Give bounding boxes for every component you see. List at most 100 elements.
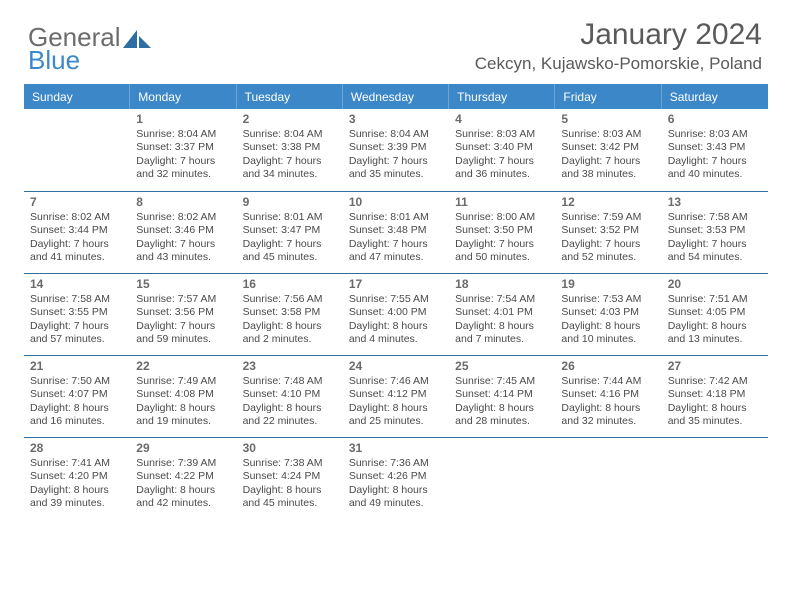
day-number: 12 (561, 195, 655, 209)
day-number: 29 (136, 441, 230, 455)
day-cell: 19Sunrise: 7:53 AMSunset: 4:03 PMDayligh… (555, 274, 661, 355)
day-cell: 12 Sunrise: 7:59 AMSunset: 3:52 PMDayligh… (555, 192, 661, 273)
day-info: Sunrise: 8:03 AMSunset: 3:43 PMDaylight:… (668, 128, 762, 182)
week-row: 14 Sunrise: 7:58 AMSunset: 3:55 PMDayligh… (24, 273, 768, 355)
day-info: Sunrise: 7:41 AMSunset: 4:20 PMDaylight:… (30, 457, 124, 511)
day-info: Sunrise: 8:01 AMSunset: 3:48 PMDaylight:… (349, 211, 443, 265)
day-number: 25 (455, 359, 549, 373)
day-cell: 29 Sunrise: 7:39 AMSunset: 4:22 PMDayligh… (130, 438, 236, 519)
day-cell: 5 Sunrise: 8:03 AMSunset: 3:42 PMDaylight… (555, 109, 661, 191)
weekday-header-row: SundayMondayTuesdayWednesdayThursdayFrid… (24, 84, 768, 109)
weekday-header: Thursday (449, 84, 555, 109)
day-number: 13 (668, 195, 762, 209)
day-number: 11 (455, 195, 549, 209)
day-number: 3 (349, 112, 443, 126)
day-info: Sunrise: 7:39 AMSunset: 4:22 PMDaylight:… (136, 457, 230, 511)
day-info: Sunrise: 8:02 AMSunset: 3:46 PMDaylight:… (136, 211, 230, 265)
day-cell: 24 Sunrise: 7:46 AMSunset: 4:12 PMDayligh… (343, 356, 449, 437)
day-number: 16 (243, 277, 337, 291)
day-cell: 17 Sunrise: 7:55 AMSunset: 4:00 PMDayligh… (343, 274, 449, 355)
day-info: Sunrise: 8:04 AMSunset: 3:39 PMDaylight:… (349, 128, 443, 182)
day-number: 9 (243, 195, 337, 209)
day-info: Sunrise: 7:56 AMSunset: 3:58 PMDaylight:… (243, 293, 337, 347)
day-info: Sunrise: 8:04 AMSunset: 3:37 PMDaylight:… (136, 128, 230, 182)
day-cell: 11 Sunrise: 8:00 AMSunset: 3:50 PMDayligh… (449, 192, 555, 273)
day-info: Sunrise: 8:04 AMSunset: 3:38 PMDaylight:… (243, 128, 337, 182)
brand-sail-icon (123, 30, 151, 50)
day-info: Sunrise: 7:51 AMSunset: 4:05 PMDaylight:… (668, 293, 762, 347)
brand-logo: General Blue (28, 24, 151, 75)
day-info: Sunrise: 7:58 AMSunset: 3:55 PMDaylight:… (30, 293, 124, 347)
day-cell: 10Sunrise: 8:01 AMSunset: 3:48 PMDayligh… (343, 192, 449, 273)
day-info: Sunrise: 7:45 AMSunset: 4:14 PMDaylight:… (455, 375, 549, 429)
day-cell: 18 Sunrise: 7:54 AMSunset: 4:01 PMDayligh… (449, 274, 555, 355)
day-info: Sunrise: 8:03 AMSunset: 3:42 PMDaylight:… (561, 128, 655, 182)
day-info: Sunrise: 8:00 AMSunset: 3:50 PMDaylight:… (455, 211, 549, 265)
day-number: 28 (30, 441, 124, 455)
day-number: 31 (349, 441, 443, 455)
day-cell: 14 Sunrise: 7:58 AMSunset: 3:55 PMDayligh… (24, 274, 130, 355)
day-info: Sunrise: 7:53 AMSunset: 4:03 PMDaylight:… (561, 293, 655, 347)
day-cell: 20 Sunrise: 7:51 AMSunset: 4:05 PMDayligh… (662, 274, 768, 355)
day-info: Sunrise: 7:48 AMSunset: 4:10 PMDaylight:… (243, 375, 337, 429)
day-cell: 6 Sunrise: 8:03 AMSunset: 3:43 PMDaylight… (662, 109, 768, 191)
day-number: 14 (30, 277, 124, 291)
day-cell: 28 Sunrise: 7:41 AMSunset: 4:20 PMDayligh… (24, 438, 130, 519)
day-cell: 26 Sunrise: 7:44 AMSunset: 4:16 PMDayligh… (555, 356, 661, 437)
day-number: 18 (455, 277, 549, 291)
day-cell: 30 Sunrise: 7:38 AMSunset: 4:24 PMDayligh… (237, 438, 343, 519)
day-number: 20 (668, 277, 762, 291)
day-number: 5 (561, 112, 655, 126)
brand-logo-text: General Blue (28, 24, 121, 75)
day-info: Sunrise: 7:58 AMSunset: 3:53 PMDaylight:… (668, 211, 762, 265)
day-cell: 4Sunrise: 8:03 AMSunset: 3:40 PMDaylight… (449, 109, 555, 191)
day-number: 26 (561, 359, 655, 373)
day-info: Sunrise: 7:55 AMSunset: 4:00 PMDaylight:… (349, 293, 443, 347)
day-cell: 8 Sunrise: 8:02 AMSunset: 3:46 PMDaylight… (130, 192, 236, 273)
day-info: Sunrise: 8:01 AMSunset: 3:47 PMDaylight:… (243, 211, 337, 265)
day-number: 22 (136, 359, 230, 373)
weekday-header: Wednesday (343, 84, 449, 109)
day-number: 27 (668, 359, 762, 373)
day-info: Sunrise: 7:46 AMSunset: 4:12 PMDaylight:… (349, 375, 443, 429)
day-info: Sunrise: 7:49 AMSunset: 4:08 PMDaylight:… (136, 375, 230, 429)
weekday-header: Saturday (662, 84, 768, 109)
day-cell: 16 Sunrise: 7:56 AMSunset: 3:58 PMDayligh… (237, 274, 343, 355)
calendar-page: General Blue January 2024 Cekcyn, Kujaws… (0, 0, 792, 612)
day-number: 8 (136, 195, 230, 209)
day-number: 7 (30, 195, 124, 209)
day-cell: 7 Sunrise: 8:02 AMSunset: 3:44 PMDaylight… (24, 192, 130, 273)
day-info: Sunrise: 8:02 AMSunset: 3:44 PMDaylight:… (30, 211, 124, 265)
day-info: Sunrise: 8:03 AMSunset: 3:40 PMDaylight:… (455, 128, 549, 182)
day-number: 15 (136, 277, 230, 291)
day-cell: 31Sunrise: 7:36 AMSunset: 4:26 PMDayligh… (343, 438, 449, 519)
day-info: Sunrise: 7:54 AMSunset: 4:01 PMDaylight:… (455, 293, 549, 347)
day-info: Sunrise: 7:38 AMSunset: 4:24 PMDaylight:… (243, 457, 337, 511)
calendar-grid: SundayMondayTuesdayWednesdayThursdayFrid… (24, 84, 768, 519)
day-cell: 15 Sunrise: 7:57 AMSunset: 3:56 PMDayligh… (130, 274, 236, 355)
day-cell (555, 438, 661, 519)
day-cell: 1Sunrise: 8:04 AMSunset: 3:37 PMDaylight… (130, 109, 236, 191)
day-cell: 13 Sunrise: 7:58 AMSunset: 3:53 PMDayligh… (662, 192, 768, 273)
day-number: 30 (243, 441, 337, 455)
day-info: Sunrise: 7:59 AMSunset: 3:52 PMDaylight:… (561, 211, 655, 265)
day-info: Sunrise: 7:50 AMSunset: 4:07 PMDaylight:… (30, 375, 124, 429)
day-info: Sunrise: 7:57 AMSunset: 3:56 PMDaylight:… (136, 293, 230, 347)
day-number: 21 (30, 359, 124, 373)
weekday-header: Monday (130, 84, 236, 109)
week-row: 7 Sunrise: 8:02 AMSunset: 3:44 PMDaylight… (24, 191, 768, 273)
day-cell (24, 109, 130, 191)
day-cell: 23Sunrise: 7:48 AMSunset: 4:10 PMDayligh… (237, 356, 343, 437)
week-row: 21 Sunrise: 7:50 AMSunset: 4:07 PMDayligh… (24, 355, 768, 437)
day-number: 17 (349, 277, 443, 291)
day-cell: 9 Sunrise: 8:01 AMSunset: 3:47 PMDaylight… (237, 192, 343, 273)
day-number: 2 (243, 112, 337, 126)
day-number: 24 (349, 359, 443, 373)
day-cell: 2 Sunrise: 8:04 AMSunset: 3:38 PMDaylight… (237, 109, 343, 191)
day-cell (449, 438, 555, 519)
weeks-container: 1Sunrise: 8:04 AMSunset: 3:37 PMDaylight… (24, 109, 768, 519)
day-cell: 25 Sunrise: 7:45 AMSunset: 4:14 PMDayligh… (449, 356, 555, 437)
day-cell: 3 Sunrise: 8:04 AMSunset: 3:39 PMDaylight… (343, 109, 449, 191)
day-number: 6 (668, 112, 762, 126)
day-info: Sunrise: 7:44 AMSunset: 4:16 PMDaylight:… (561, 375, 655, 429)
